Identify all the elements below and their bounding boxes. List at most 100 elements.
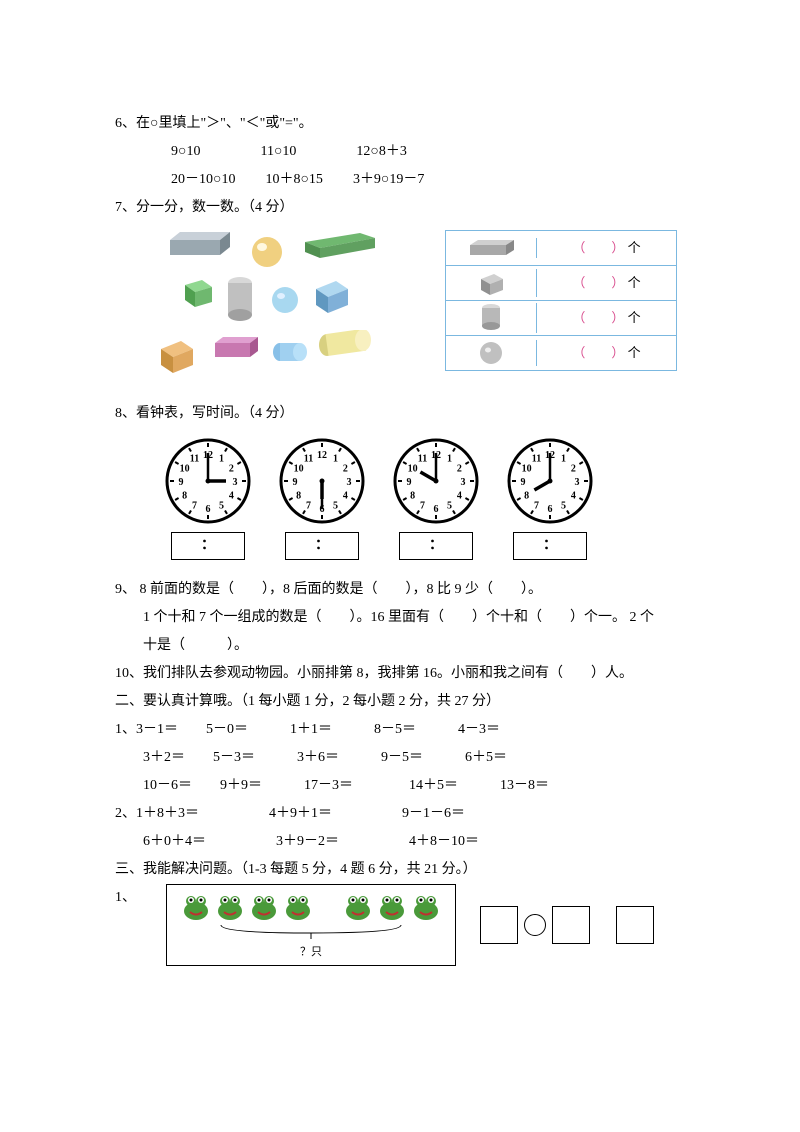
frog-icon <box>215 891 245 921</box>
time-box[interactable]: ： <box>399 532 473 560</box>
q10: 10、我们排队去参观动物园。小丽排第 8，我排第 16。小丽和我之间有（ ）人。 <box>115 660 685 688</box>
svg-text:3: 3 <box>347 477 352 488</box>
s2-r1c: 10－6＝ 9＋9＝ 17－3＝ 14＋5＝ 13－8＝ <box>115 772 685 800</box>
s2-title: 二、要认真计算哦。（1 每小题 1 分，2 每小题 2 分，共 27 分） <box>115 688 685 716</box>
clocks-row: 121234567891011： 121234567891011： 121234… <box>165 438 685 560</box>
svg-text:2: 2 <box>229 464 234 475</box>
svg-text:9: 9 <box>521 477 526 488</box>
answer-box[interactable] <box>480 906 518 944</box>
svg-text:4: 4 <box>457 491 462 502</box>
q7-title: 7、分一分，数一数。（4 分） <box>115 194 685 222</box>
svg-text:11: 11 <box>190 454 199 465</box>
svg-text:7: 7 <box>306 500 311 511</box>
answer-box[interactable] <box>552 906 590 944</box>
clock-4: 121234567891011 <box>507 438 593 524</box>
svg-text:8: 8 <box>182 491 187 502</box>
svg-text:5: 5 <box>333 500 338 511</box>
svg-text:5: 5 <box>219 500 224 511</box>
q9-l2: 1 个十和 7 个一组成的数是（ ）。16 里面有（ ）个十和（ ）个一。 2 … <box>115 604 685 632</box>
svg-text:2: 2 <box>343 464 348 475</box>
sphere-icon <box>270 285 300 315</box>
answer-box[interactable] <box>616 906 654 944</box>
clock-2: 121234567891011 <box>279 438 365 524</box>
q6-title: 6、在○里填上"＞"、"＜"或"="。 <box>115 110 685 138</box>
frog-icon <box>343 891 373 921</box>
cube-icon <box>180 275 214 309</box>
time-box[interactable]: ： <box>285 532 359 560</box>
s2-r2b: 6＋0＋4＝ 3＋9－2＝ 4＋8－10＝ <box>115 828 685 856</box>
shapes-table: （ ） 个 （ ） 个 （ ） 个 （ ） 个 <box>445 230 677 371</box>
svg-text:10: 10 <box>294 464 304 475</box>
s2-r2a: 2、1＋8＋3＝ 4＋9＋1＝ 9－1－6＝ <box>115 800 685 828</box>
cube-icon <box>477 269 505 297</box>
cuboid-icon <box>300 230 380 260</box>
svg-text:1: 1 <box>447 454 452 465</box>
table-row: （ ） 个 <box>446 265 676 300</box>
svg-text:8: 8 <box>410 491 415 502</box>
cube-icon <box>310 275 350 315</box>
frog-icon <box>249 891 279 921</box>
svg-text:10: 10 <box>408 464 418 475</box>
svg-text:6: 6 <box>434 504 439 515</box>
frog-icon <box>181 891 211 921</box>
svg-text:9: 9 <box>293 477 298 488</box>
svg-text:9: 9 <box>179 477 184 488</box>
table-row: （ ） 个 <box>446 300 676 335</box>
svg-text:8: 8 <box>296 491 301 502</box>
cuboid-icon <box>466 238 516 258</box>
svg-text:2: 2 <box>571 464 576 475</box>
s2-r1a: 1、3－1＝ 5－0＝ 1＋1＝ 8－5＝ 4－3＝ <box>115 716 685 744</box>
frog-icon <box>411 891 441 921</box>
frog-icon <box>283 891 313 921</box>
svg-text:3: 3 <box>575 477 580 488</box>
q8-title: 8、看钟表，写时间。（4 分） <box>115 400 685 428</box>
svg-text:5: 5 <box>447 500 452 511</box>
sphere-icon <box>250 235 284 269</box>
svg-text:1: 1 <box>561 454 566 465</box>
cylinder-icon <box>270 342 308 362</box>
operator-circle[interactable] <box>524 914 546 936</box>
frog-icon <box>377 891 407 921</box>
cube-icon <box>155 335 195 375</box>
svg-text:4: 4 <box>571 491 576 502</box>
brace-icon <box>211 921 411 943</box>
table-row: （ ） 个 <box>446 231 676 265</box>
svg-text:7: 7 <box>420 500 425 511</box>
svg-text:11: 11 <box>532 454 541 465</box>
s3-q1: 1、 <box>115 884 136 912</box>
svg-text:1: 1 <box>333 454 338 465</box>
time-box[interactable]: ： <box>171 532 245 560</box>
svg-text:10: 10 <box>180 464 190 475</box>
s2-r1b: 3＋2＝ 5－3＝ 3＋6＝ 9－5＝ 6＋5＝ <box>115 744 685 772</box>
q9-l3: 十是（ ）。 <box>115 632 685 660</box>
equation-shapes <box>480 906 654 944</box>
svg-text:10: 10 <box>522 464 532 475</box>
svg-text:11: 11 <box>418 454 427 465</box>
svg-text:2: 2 <box>457 464 462 475</box>
shapes-scatter <box>155 230 405 380</box>
frogs-box: ？只 <box>166 884 456 966</box>
cuboid-icon <box>165 230 235 260</box>
svg-text:12: 12 <box>317 450 327 461</box>
table-row: （ ） 个 <box>446 335 676 370</box>
svg-text:6: 6 <box>548 504 553 515</box>
cylinder-icon <box>225 275 255 325</box>
clock-1: 121234567891011 <box>165 438 251 524</box>
svg-text:11: 11 <box>304 454 313 465</box>
time-box[interactable]: ： <box>513 532 587 560</box>
svg-text:4: 4 <box>229 491 234 502</box>
s3-title: 三、我能解决问题。（1-3 每题 5 分，4 题 6 分，共 21 分。） <box>115 856 685 884</box>
svg-text:5: 5 <box>561 500 566 511</box>
svg-text:4: 4 <box>343 491 348 502</box>
q9-l1: 9、 8 前面的数是（ ），8 后面的数是（ ），8 比 9 少（ ）。 <box>115 576 685 604</box>
svg-text:3: 3 <box>461 477 466 488</box>
svg-text:3: 3 <box>233 477 238 488</box>
svg-text:6: 6 <box>206 504 211 515</box>
svg-text:8: 8 <box>524 491 529 502</box>
q6-row2: 20－10○1010＋8○153＋9○19－7 <box>115 166 685 194</box>
cylinder-icon <box>315 330 375 360</box>
svg-text:7: 7 <box>534 500 539 511</box>
q6-row1: 9○1011○1012○8＋3 <box>115 138 685 166</box>
svg-text:1: 1 <box>219 454 224 465</box>
cuboid-icon <box>210 335 260 365</box>
